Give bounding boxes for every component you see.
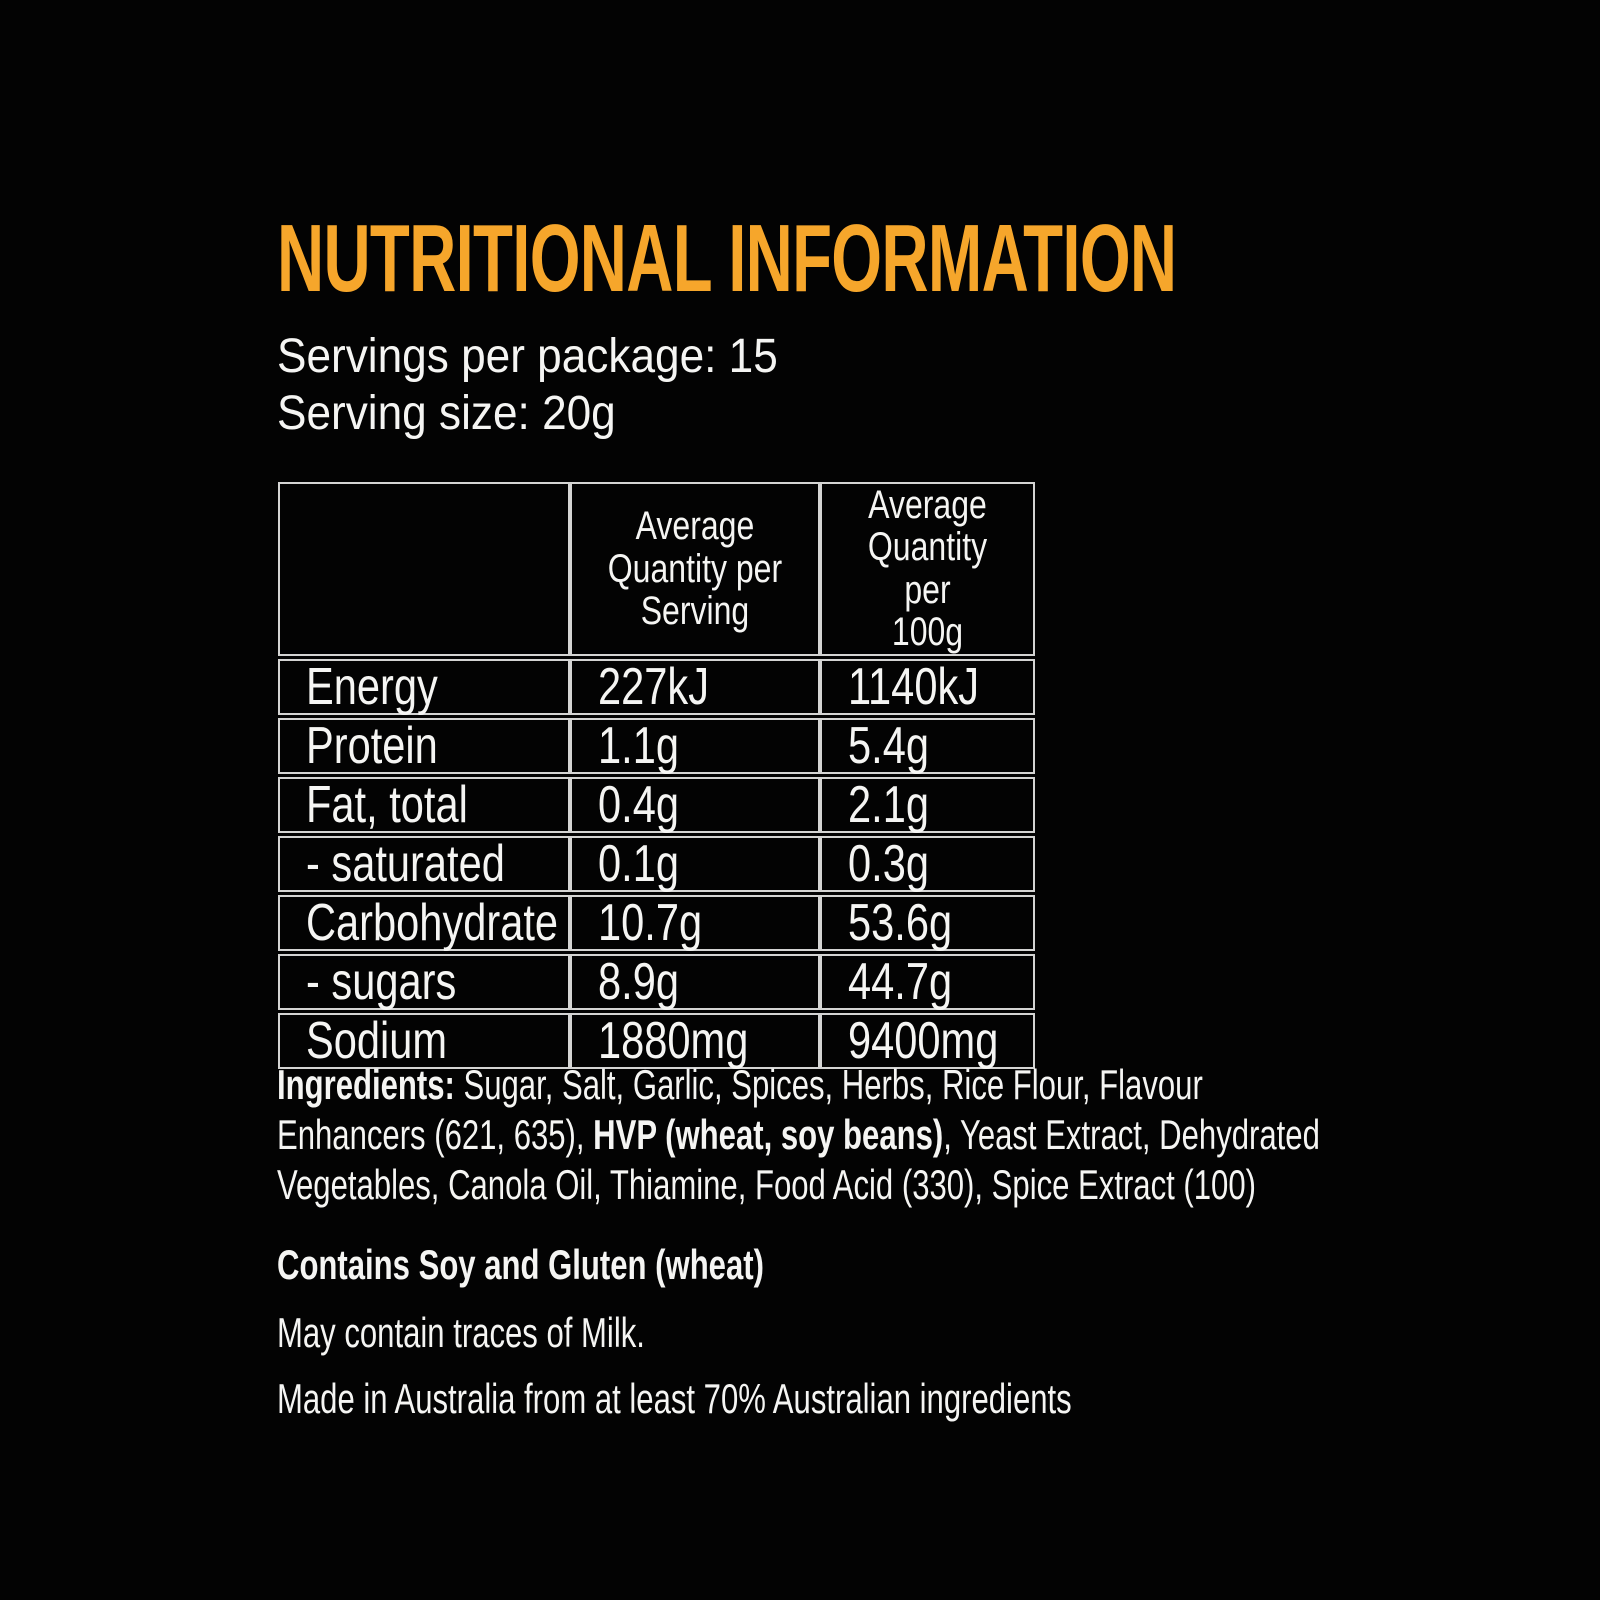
page-title-text: NUTRITIONAL INFORMATION — [277, 205, 1177, 312]
per-serving-cell: 10.7g — [570, 893, 820, 952]
ingredients-line-3-text: Vegetables, Canola Oil, Thiamine, Food A… — [277, 1160, 1256, 1210]
ingredients-line-2: Enhancers (621, 635), HVP (wheat, soy be… — [277, 1110, 1600, 1160]
table-header-row: Average Quantity per Serving Average Qua… — [278, 482, 1035, 656]
per-100g-cell: 1140kJ — [820, 657, 1035, 716]
row-label: Fat, total — [306, 775, 468, 834]
ingredients-block: Ingredients: Sugar, Salt, Garlic, Spices… — [277, 1060, 1600, 1210]
table-row-saturated: - saturated 0.1g 0.3g — [278, 834, 1035, 893]
table-row-carbohydrate: Carbohydrate 10.7g 53.6g — [278, 893, 1035, 952]
per-serving-cell: 0.4g — [570, 775, 820, 834]
per-100g-value: 44.7g — [848, 952, 953, 1011]
per-100g-value: 53.6g — [848, 893, 953, 952]
row-label: Carbohydrate — [306, 893, 559, 952]
row-label: - sugars — [306, 952, 457, 1011]
per-serving-cell: 0.1g — [570, 834, 820, 893]
traces-statement: May contain traces of Milk. — [277, 1308, 774, 1358]
ingredients-line-3: Vegetables, Canola Oil, Thiamine, Food A… — [277, 1160, 1600, 1210]
servings-per-package-text: Servings per package: 15 — [277, 330, 778, 383]
per-serving-value: 0.1g — [598, 834, 679, 893]
per-serving-value: 227kJ — [598, 657, 710, 716]
header-per-serving-text: Average Quantity per Serving — [607, 504, 783, 633]
table-row-protein: Protein 1.1g 5.4g — [278, 716, 1035, 775]
row-label: Energy — [306, 657, 438, 716]
ingredients-text: , Yeast Extract, Dehydrated — [943, 1111, 1320, 1158]
per-100g-value: 0.3g — [848, 834, 929, 893]
row-label: Sodium — [306, 1011, 448, 1070]
per-100g-cell: 5.4g — [820, 716, 1035, 775]
per-serving-cell: 1.1g — [570, 716, 820, 775]
per-100g-value: 1140kJ — [848, 657, 980, 716]
per-100g-value: 2.1g — [848, 775, 929, 834]
header-cell-nutrient — [278, 482, 570, 656]
per-serving-value: 0.4g — [598, 775, 679, 834]
ingredients-text: Sugar, Salt, Garlic, Spices, Herbs, Rice… — [454, 1061, 1203, 1108]
row-label-cell: Energy — [278, 657, 570, 716]
nutrition-table: Average Quantity per Serving Average Qua… — [278, 479, 1035, 1072]
origin-statement-text: Made in Australia from at least 70% Aust… — [277, 1375, 1072, 1422]
ingredients-label: Ingredients: — [277, 1061, 455, 1108]
contains-statement-text: Contains Soy and Gluten (wheat) — [277, 1241, 764, 1288]
table-row-sugars: - sugars 8.9g 44.7g — [278, 952, 1035, 1011]
table-row-fat-total: Fat, total 0.4g 2.1g — [278, 775, 1035, 834]
row-label: - saturated — [306, 834, 505, 893]
per-100g-value: 9400mg — [848, 1011, 999, 1070]
header-cell-per-serving: Average Quantity per Serving — [570, 482, 820, 656]
ingredients-text: Vegetables, Canola Oil, Thiamine, Food A… — [277, 1161, 1256, 1208]
per-serving-value: 8.9g — [598, 952, 679, 1011]
per-serving-value: 1880mg — [598, 1011, 749, 1070]
per-100g-cell: 44.7g — [820, 952, 1035, 1011]
header-per-100g-text: Average Quantity per 100g — [867, 483, 988, 655]
contains-statement: Contains Soy and Gluten (wheat) — [277, 1240, 935, 1290]
per-serving-value: 10.7g — [598, 893, 703, 952]
per-serving-cell: 1880mg — [570, 1011, 820, 1070]
row-label-cell: - saturated — [278, 834, 570, 893]
ingredients-allergen-bold: HVP (wheat, soy beans) — [593, 1111, 944, 1158]
serving-size-text: Serving size: 20g — [277, 387, 616, 440]
row-label-cell: Sodium — [278, 1011, 570, 1070]
servings-per-package-line: Servings per package: 15 — [277, 328, 821, 385]
ingredients-text: Enhancers (621, 635), — [277, 1111, 594, 1158]
ingredients-line-1: Ingredients: Sugar, Salt, Garlic, Spices… — [277, 1060, 1600, 1110]
per-100g-cell: 9400mg — [820, 1011, 1035, 1070]
row-label-cell: Carbohydrate — [278, 893, 570, 952]
row-label-cell: Fat, total — [278, 775, 570, 834]
row-label: Protein — [306, 716, 438, 775]
serving-size-line: Serving size: 20g — [277, 385, 821, 442]
traces-statement-text: May contain traces of Milk. — [277, 1309, 645, 1356]
per-100g-cell: 2.1g — [820, 775, 1035, 834]
serving-info: Servings per package: 15 Serving size: 2… — [277, 328, 821, 442]
per-serving-cell: 227kJ — [570, 657, 820, 716]
per-100g-cell: 53.6g — [820, 893, 1035, 952]
per-serving-value: 1.1g — [598, 716, 679, 775]
row-label-cell: - sugars — [278, 952, 570, 1011]
row-label-cell: Protein — [278, 716, 570, 775]
table-row-energy: Energy 227kJ 1140kJ — [278, 657, 1035, 716]
table-row-sodium: Sodium 1880mg 9400mg — [278, 1011, 1035, 1070]
per-serving-cell: 8.9g — [570, 952, 820, 1011]
per-100g-cell: 0.3g — [820, 834, 1035, 893]
per-100g-value: 5.4g — [848, 716, 929, 775]
header-cell-per-100g: Average Quantity per 100g — [820, 482, 1035, 656]
ingredients-line-1-text: Ingredients: Sugar, Salt, Garlic, Spices… — [277, 1060, 1203, 1110]
page-title: NUTRITIONAL INFORMATION — [277, 206, 1600, 312]
ingredients-line-2-text: Enhancers (621, 635), HVP (wheat, soy be… — [277, 1110, 1320, 1160]
origin-statement: Made in Australia from at least 70% Aust… — [277, 1374, 1351, 1424]
